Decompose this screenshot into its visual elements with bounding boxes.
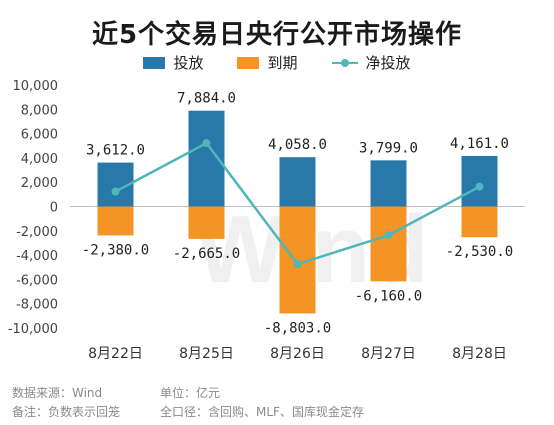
footer-scope: 全口径：含回购、MLF、国库现金定存 (160, 405, 364, 419)
x-tick-label: 8月27日 (361, 346, 416, 362)
data-label-put: 4,161.0 (450, 136, 509, 152)
data-label-put: 7,884.0 (177, 91, 236, 107)
legend-item-put: 投放 (143, 52, 203, 73)
data-label-mature: -8,803.0 (264, 320, 331, 336)
legend: 投放 到期 净投放 (0, 52, 554, 73)
x-tick-label: 8月25日 (179, 346, 234, 362)
legend-item-net: 净投放 (331, 52, 411, 73)
point-net (111, 187, 120, 196)
legend-label-put: 投放 (173, 54, 204, 72)
bar-mature (97, 206, 134, 236)
point-net (475, 182, 484, 191)
y-tick-label: 0 (50, 201, 58, 216)
y-tick-label: -8,000 (16, 298, 58, 313)
y-tick-label: -10,000 (8, 322, 58, 337)
legend-label-net: 净投放 (365, 54, 411, 72)
data-label-put: 3,612.0 (86, 143, 145, 159)
footer-note: 备注：负数表示回笼 (12, 405, 121, 419)
data-label-mature: -6,160.0 (355, 288, 422, 304)
legend-swatch-net (331, 57, 358, 69)
footer-unit: 单位：亿元 (160, 386, 221, 400)
bar-mature (188, 206, 225, 239)
data-label-put: 3,799.0 (359, 140, 418, 156)
bar-mature (370, 206, 407, 282)
y-tick-label: 4,000 (21, 152, 58, 167)
data-label-put: 4,058.0 (268, 137, 327, 153)
bar-put (461, 155, 498, 207)
y-tick-label: -4,000 (16, 249, 58, 264)
y-tick-label: 8,000 (21, 103, 58, 118)
y-tick-label: 6,000 (21, 128, 58, 143)
point-net (384, 231, 393, 240)
data-label-mature: -2,530.0 (446, 244, 513, 260)
bar-put (279, 157, 316, 207)
chart-title: 近5个交易日央行公开市场操作 (91, 20, 463, 50)
data-label-mature: -2,380.0 (82, 242, 149, 258)
bar-put (370, 160, 407, 207)
data-label-mature: -2,665.0 (173, 246, 240, 262)
point-net (293, 260, 302, 269)
point-net (202, 139, 211, 148)
y-tick-label: 10,000 (13, 79, 59, 94)
y-tick-label: 2,000 (21, 176, 58, 191)
footer-source: 数据来源：Wind (12, 386, 103, 400)
legend-item-mature: 到期 (237, 52, 298, 73)
y-tick-label: -6,000 (16, 273, 58, 288)
legend-swatch-put (143, 56, 166, 69)
bar-mature (461, 206, 498, 238)
x-tick-label: 8月28日 (452, 346, 507, 362)
y-tick-label: -2,000 (16, 225, 58, 240)
x-tick-label: 8月22日 (88, 346, 143, 362)
legend-label-mature: 到期 (267, 54, 298, 72)
legend-swatch-mature (237, 56, 260, 69)
x-tick-label: 8月26日 (270, 346, 325, 362)
